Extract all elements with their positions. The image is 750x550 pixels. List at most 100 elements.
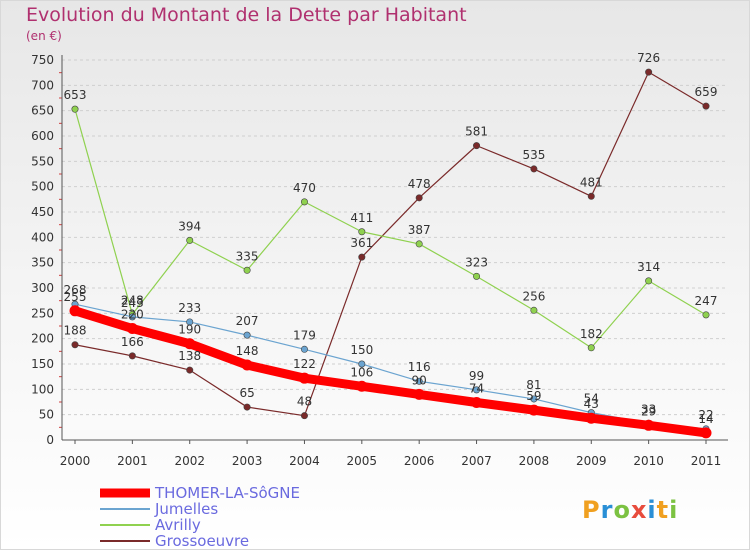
logo-text: Proxiti (582, 496, 678, 524)
data-point (702, 102, 710, 110)
data-point (241, 359, 253, 371)
data-label: 99 (469, 369, 484, 383)
data-label: 190 (178, 323, 201, 337)
legend-label: Grossoeuvre (155, 532, 249, 550)
y-tick-label: 650 (31, 104, 54, 118)
data-label: 256 (522, 289, 545, 303)
data-label: 255 (64, 290, 87, 304)
legend: THOMER-LA-SôGNEJumellesAvrillyGrossoeuvr… (100, 484, 300, 550)
data-point (587, 192, 595, 200)
data-point (473, 272, 481, 280)
y-tick-label: 600 (31, 129, 54, 143)
chart-subtitle: (en €) (26, 29, 62, 43)
y-tick-label: 350 (31, 256, 54, 270)
data-point (298, 372, 310, 384)
data-label: 166 (121, 335, 144, 349)
y-tick-label: 700 (31, 78, 54, 92)
proxiti-logo: Proxiti (582, 496, 678, 524)
x-tick-label: 2011 (691, 454, 722, 468)
data-point (186, 366, 194, 374)
data-point (69, 305, 81, 317)
data-label: 470 (293, 181, 316, 195)
data-point (356, 380, 368, 392)
data-label: 14 (698, 412, 713, 426)
y-tick-label: 200 (31, 332, 54, 346)
data-label: 726 (637, 51, 660, 65)
y-tick-label: 400 (31, 230, 54, 244)
data-label: 207 (236, 314, 259, 328)
data-label: 22 (698, 408, 713, 422)
y-tick-labels: 0 50 100 150 200 250 300 350 400 450 500 550 600 650 7… (31, 53, 54, 447)
data-point (413, 388, 425, 400)
data-label: 148 (236, 344, 259, 358)
y-tick-label: 100 (31, 382, 54, 396)
data-labels: 188 166 138 65 48 361 478 581 535 481 726 659 653 248… (64, 51, 718, 426)
y-tick-label: 250 (31, 306, 54, 320)
data-point (186, 236, 194, 244)
legend-label: Avrilly (155, 516, 201, 534)
data-label: 43 (584, 397, 599, 411)
x-tick-label: 2000 (60, 454, 91, 468)
data-point (645, 68, 653, 76)
data-point (126, 323, 138, 335)
data-label: 247 (695, 294, 718, 308)
data-label: 653 (64, 88, 87, 102)
chart-title: Evolution du Montant de la Dette par Hab… (26, 4, 467, 26)
data-label: 81 (526, 378, 541, 392)
data-label: 179 (293, 328, 316, 342)
x-tick-label: 2006 (404, 454, 435, 468)
y-tick-label: 300 (31, 281, 54, 295)
data-label: 65 (239, 386, 254, 400)
data-point (300, 412, 308, 420)
x-tick-label: 2010 (633, 454, 664, 468)
data-label: 323 (465, 255, 488, 269)
x-tick-label: 2007 (461, 454, 492, 468)
data-label: 387 (408, 223, 431, 237)
data-point (585, 412, 597, 424)
x-tick-label: 2004 (289, 454, 320, 468)
data-point (71, 341, 79, 349)
data-point (358, 228, 366, 236)
series-lines (69, 68, 712, 439)
data-label: 361 (350, 236, 373, 250)
x-tick-label: 2008 (519, 454, 550, 468)
x-tick-labels: 2000 2001 2002 2003 2004 2005 2006 2007 2008 2009… (60, 454, 722, 468)
data-label: 150 (350, 343, 373, 357)
data-point (71, 105, 79, 113)
series-line (70, 306, 711, 438)
data-label: 659 (695, 85, 718, 99)
data-point (358, 360, 366, 368)
data-label: 481 (580, 175, 603, 189)
series-line (74, 71, 707, 417)
y-tick-label: 50 (39, 408, 54, 422)
data-point (128, 313, 136, 321)
data-label: 411 (350, 211, 373, 225)
data-point (587, 344, 595, 352)
data-point (358, 253, 366, 261)
data-point (643, 419, 655, 431)
data-point (415, 377, 423, 385)
y-tick-label: 150 (31, 357, 54, 371)
data-label: 138 (178, 349, 201, 363)
data-point (530, 395, 538, 403)
x-tick-label: 2009 (576, 454, 607, 468)
data-point (700, 427, 712, 439)
x-tick-label: 2002 (174, 454, 205, 468)
data-point (702, 311, 710, 319)
data-point (300, 198, 308, 206)
data-label: 394 (178, 219, 201, 233)
data-label: 182 (580, 327, 603, 341)
grid-lines (62, 59, 728, 416)
data-point (473, 142, 481, 150)
data-point (300, 345, 308, 353)
data-point (528, 404, 540, 416)
data-point (415, 194, 423, 202)
data-point (473, 386, 481, 394)
data-label: 220 (121, 308, 144, 322)
x-tick-label: 2003 (232, 454, 263, 468)
data-label: 581 (465, 125, 488, 139)
data-label: 268 (64, 283, 87, 297)
data-label: 243 (121, 296, 144, 310)
